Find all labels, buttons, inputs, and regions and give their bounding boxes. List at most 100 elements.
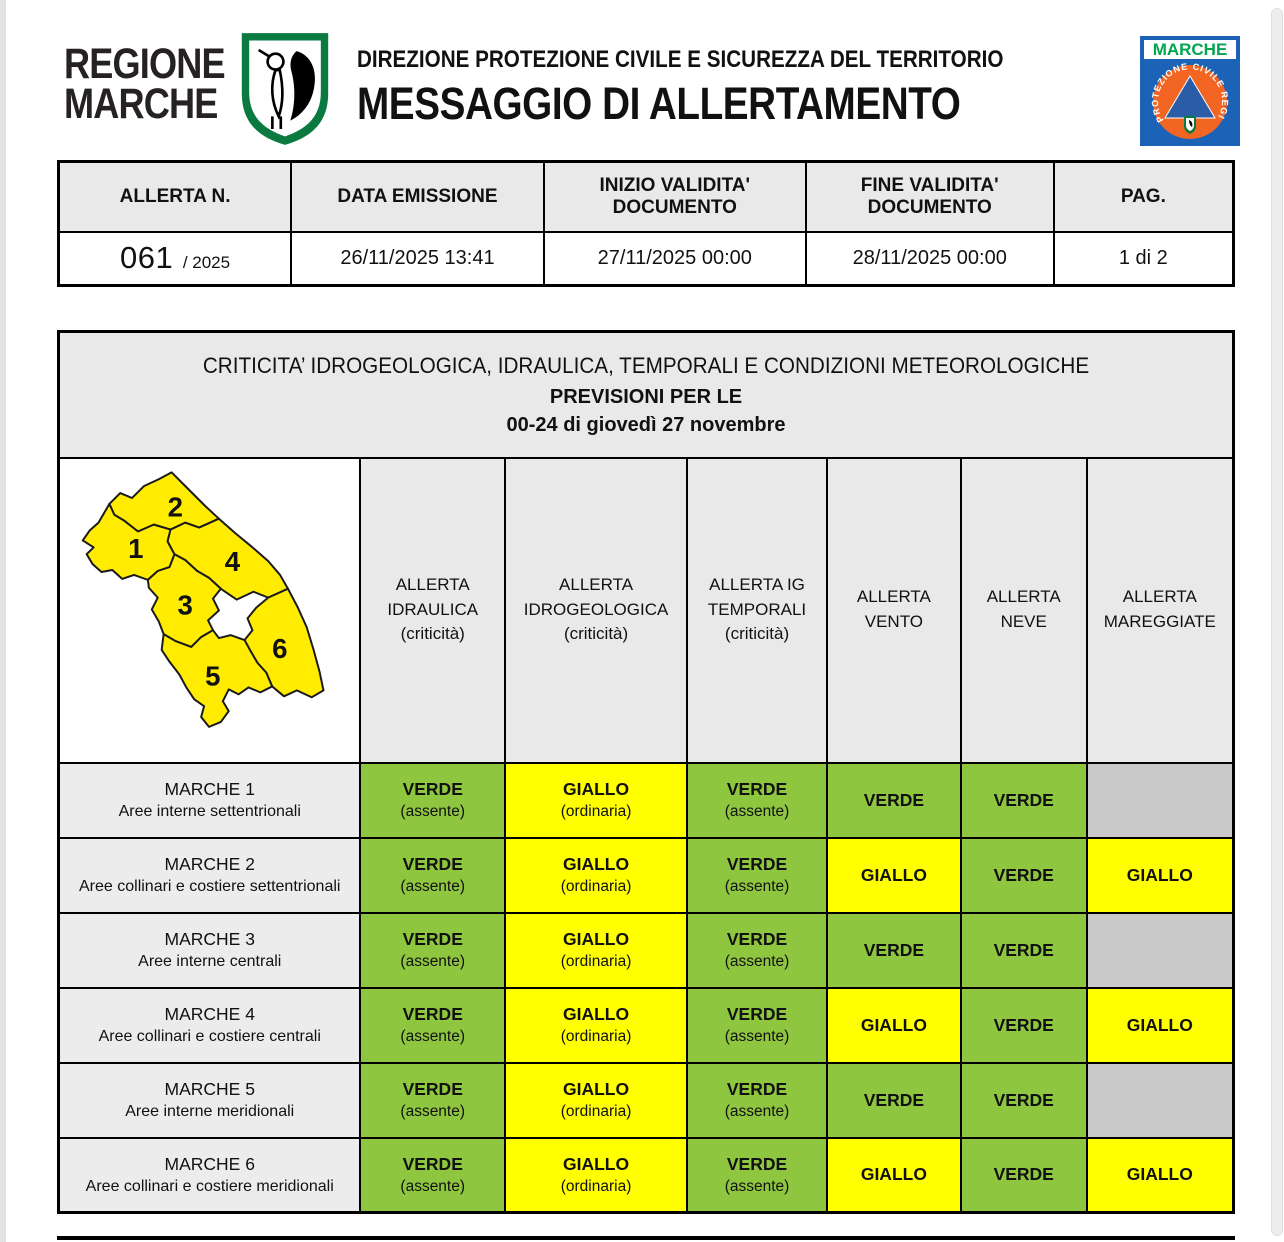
alert-level: GIALLO [860,1164,927,1185]
alert-level: VERDE [402,929,463,949]
column-header-allerta-vento: ALLERTA VENTO [825,456,962,764]
alert-level: VERDE [863,1089,925,1110]
alert-level: VERDE [993,1089,1054,1110]
alert-cell-allerta-ig-temporali: VERDE (assente) [686,761,828,839]
forecast-title-cell: CRITICITA’ IDROGEOLOGICA, IDRAULICA, TEM… [57,330,1235,459]
alert-number-cell: 061 / 2025 [57,230,293,287]
forecast-row-marche-1: MARCHE 1 Aree interne settentrionali VERDE… [57,761,1235,839]
logo-mini-shield [1184,116,1196,134]
alert-year: / 2025 [182,253,231,273]
scrollbar[interactable] [1271,8,1283,1236]
next-section-top-border [57,1236,1235,1240]
alert-detail: (ordinaria) [560,803,632,820]
column-header-allerta-mareggiate: ALLERTA MAREGGIATE [1085,456,1235,764]
alert-level: VERDE [993,1164,1054,1185]
fine-validita-value: 28/11/2025 00:00 [804,230,1055,287]
alert-level: VERDE [863,939,925,960]
marche-zones-map: 1 2 3 4 5 6 [57,456,362,764]
alert-detail: (assente) [400,1177,466,1195]
alert-detail: (ordinaria) [560,1103,632,1120]
map-zone-1 [81,502,176,581]
alert-cell-allerta-idraulica: VERDE (assente) [359,986,506,1064]
alert-level: VERDE [402,1153,463,1174]
map-zone-3-number: 3 [177,589,192,620]
alert-detail: (assente) [724,878,790,895]
alert-level: GIALLO [860,1014,927,1035]
alert-cell-allerta-idrogeologica: GIALLO (ordinaria) [503,986,689,1064]
alert-number: 061 [120,240,174,276]
alert-cell-allerta-neve: VERDE [959,1061,1088,1139]
zone-area: Aree collinari e costiere settentrionali [79,878,341,895]
inizio-validita-value: 27/11/2025 00:00 [542,230,807,287]
column-header-allerta-idrogeologica: ALLERTA IDROGEOLOGICA (criticità) [503,456,689,764]
alert-level: GIALLO [562,854,630,874]
alert-cell-allerta-neve: VERDE [959,836,1088,914]
alert-level: VERDE [993,864,1054,885]
document-header: REGIONE MARCHE DIREZIONE PROTEZIONE CIVI… [64,30,1109,153]
alert-cell-allerta-idraulica: VERDE (assente) [359,761,506,839]
forecast-row-marche-3: MARCHE 3 Aree interne centrali VERDE (assen… [57,911,1235,989]
org-line1: REGIONE [64,40,226,88]
alert-cell-allerta-mareggiate: GIALLO [1085,986,1235,1064]
zone-name: MARCHE 4 [164,1004,255,1024]
alert-level: GIALLO [562,929,630,949]
alert-cell-allerta-ig-temporali: VERDE (assente) [686,911,828,989]
alert-cell-allerta-ig-temporali: VERDE (assente) [686,986,828,1064]
alert-detail: (ordinaria) [560,1177,632,1195]
forecast-title-line1: CRITICITA’ IDROGEOLOGICA, IDRAULICA, TEM… [202,352,1090,378]
alert-info-table: ALLERTA N. DATA EMISSIONE INIZIO VALIDIT… [57,160,1235,287]
forecast-row-marche-5: MARCHE 5 Aree interne meridionali VERDE (as… [57,1061,1235,1139]
column-header-allerta-neve: ALLERTA NEVE [959,456,1088,764]
zone-area: Aree collinari e costiere centrali [98,1028,321,1045]
map-zone-5 [160,628,274,728]
alert-cell-allerta-neve: VERDE [959,1136,1088,1214]
alert-level: GIALLO [1126,1014,1193,1035]
alert-cell-allerta-vento: GIALLO [825,986,962,1064]
zone-area: Aree interne settentrionali [118,803,301,820]
zone-label-marche-2: MARCHE 2 Aree collinari e costiere setten… [57,836,362,914]
regione-marche-wordmark: REGIONE MARCHE [64,40,226,126]
col-fine-validita: FINE VALIDITA' DOCUMENTO [804,160,1055,233]
alert-level: VERDE [993,789,1054,810]
alert-cell-allerta-idrogeologica: GIALLO (ordinaria) [503,761,689,839]
logo-marche-label: MARCHE [1153,40,1228,59]
forecast-title-row: CRITICITA’ IDROGEOLOGICA, IDRAULICA, TEM… [57,330,1235,459]
department-title: DIREZIONE PROTEZIONE CIVILE E SICUREZZA … [357,46,1004,73]
forecast-header-row: 1 2 3 4 5 6 ALLERTA IDRAULICA (criticità… [57,456,1235,764]
alert-detail: (assente) [400,1028,466,1045]
zone-name: MARCHE 3 [164,929,255,949]
col-pag: PAG. [1052,160,1235,233]
col-data-emissione: DATA EMISSIONE [290,160,545,233]
alert-level: GIALLO [1126,1164,1193,1185]
alert-cell-allerta-idrogeologica: GIALLO (ordinaria) [503,911,689,989]
zone-area: Aree interne centrali [138,953,282,970]
zone-label-marche-1: MARCHE 1 Aree interne settentrionali [57,761,362,839]
column-header-allerta-idraulica: ALLERTA IDRAULICA (criticità) [359,456,506,764]
page-left-edge [0,0,6,1242]
alert-cell-allerta-vento: VERDE [825,1061,962,1139]
alert-detail: (assente) [724,803,790,820]
map-zone-6-number: 6 [272,632,287,663]
alert-detail: (assente) [400,803,466,820]
alert-level: VERDE [726,929,788,949]
alert-detail: (assente) [724,1177,790,1195]
alert-level: VERDE [993,1014,1054,1035]
forecast-table: CRITICITA’ IDROGEOLOGICA, IDRAULICA, TEM… [57,330,1235,1214]
alert-level: VERDE [726,779,788,799]
alert-level: GIALLO [562,1153,630,1174]
map-zone-1-number: 1 [128,533,143,564]
zone-name: MARCHE 6 [164,1153,255,1174]
forecast-row-marche-2: MARCHE 2 Aree collinari e costiere setten… [57,836,1235,914]
forecast-row-marche-4: MARCHE 4 Aree collinari e costiere centra… [57,986,1235,1064]
alert-level: VERDE [993,939,1054,960]
forecast-row-marche-6: MARCHE 6 Aree collinari e costiere meridi… [57,1136,1235,1214]
col-allerta-n: ALLERTA N. [57,160,293,233]
alert-detail: (assente) [400,878,466,895]
alert-cell-allerta-neve: VERDE [959,986,1088,1064]
alert-level: VERDE [726,1004,788,1024]
alert-cell-allerta-mareggiate: GIALLO [1085,836,1235,914]
alert-detail: (ordinaria) [560,953,632,970]
data-emissione-value: 26/11/2025 13:41 [290,230,545,287]
alert-level: VERDE [726,854,788,874]
alert-level: VERDE [863,789,925,810]
